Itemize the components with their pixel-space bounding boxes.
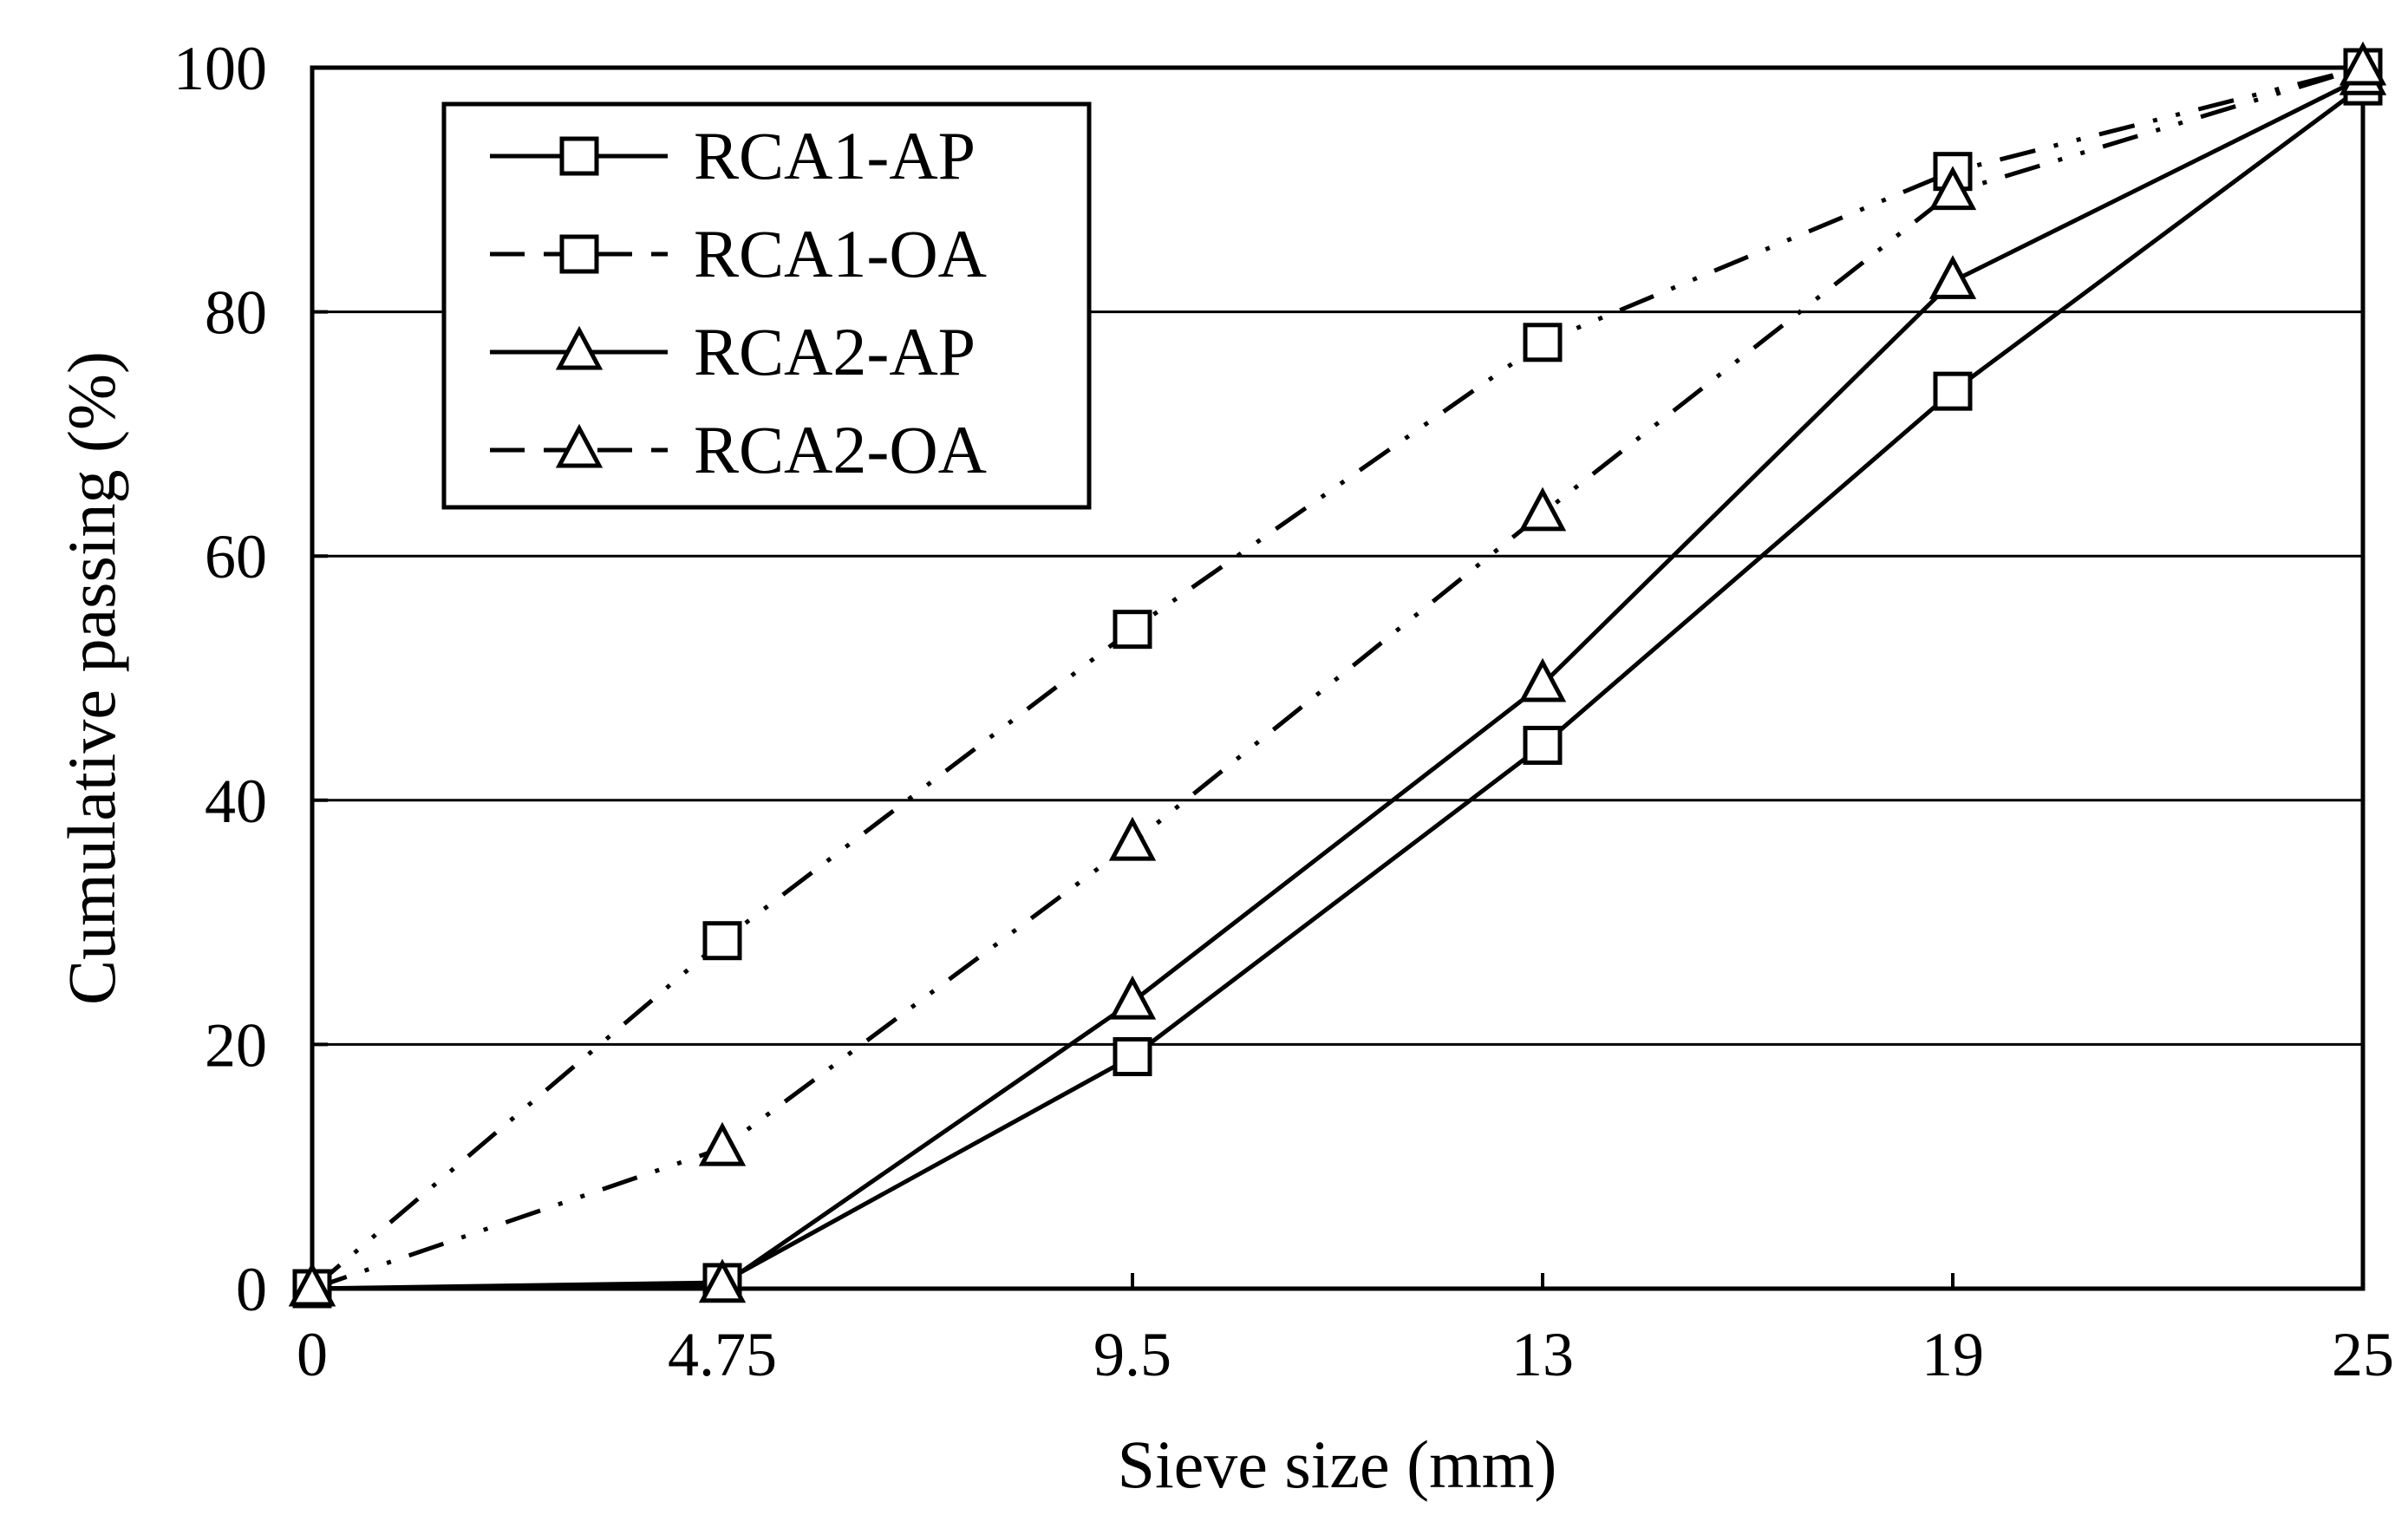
point-RCA2-OA-0	[288, 1262, 336, 1307]
series-line-RCA1-OA	[310, 65, 2364, 1290]
legend-label-RCA2-OA: RCA2-OA	[694, 412, 987, 487]
x-tick-label-4.75: 4.75	[668, 1320, 777, 1389]
y-tick-label-100: 100	[173, 34, 267, 103]
legend-marker-RCA1-OA	[559, 234, 599, 274]
x-tick-labels: 0 4.75 9.5 13 19 25	[297, 1320, 2394, 1389]
legend-label-RCA1-AP: RCA1-AP	[694, 118, 976, 193]
point-RCA1-OA-4.75	[702, 921, 742, 961]
point-RCA2-AP-19	[1928, 255, 1977, 299]
point-RCA2-AP-4.75	[698, 1258, 747, 1303]
series-line-RCA2-AP	[311, 75, 2365, 1291]
axis-ticks	[310, 66, 2365, 1290]
y-tick-label-80: 80	[205, 278, 267, 348]
legend-box	[441, 101, 1092, 510]
y-tick-label-20: 20	[205, 1010, 267, 1080]
legend-marker-RCA1-AP	[559, 136, 599, 176]
legend-label-RCA1-OA: RCA1-OA	[694, 216, 987, 291]
y-tick-label-40: 40	[205, 767, 267, 836]
plot-area	[310, 65, 2366, 1291]
point-RCA2-OA-9.5	[1108, 816, 1157, 861]
legend-marker-RCA2-OA	[555, 423, 604, 468]
legend-marker-RCA2-AP	[555, 325, 604, 370]
x-axis-title: Sieve size (mm)	[1118, 1427, 1557, 1502]
x-tick-label-13: 13	[1511, 1320, 1574, 1389]
series-line-RCA2-OA	[311, 65, 2364, 1291]
series-lines	[310, 65, 2365, 1291]
point-RCA2-OA-13	[1518, 486, 1567, 532]
point-RCA1-AP-9.5	[1113, 1036, 1152, 1076]
point-RCA2-OA-19	[1928, 166, 1977, 211]
y-tick-labels: 0 20 40 60 80 100	[173, 34, 267, 1324]
x-tick-label-19: 19	[1922, 1320, 1984, 1389]
point-RCA1-OA-13	[1523, 323, 1563, 362]
point-RCA2-OA-4.75	[698, 1121, 747, 1166]
legend-label-RCA2-AP: RCA2-AP	[694, 314, 976, 389]
y-axis-title: Cumulative passing (%)	[54, 351, 129, 1005]
point-RCA2-AP-13	[1518, 657, 1567, 702]
x-tick-label-25: 25	[2332, 1320, 2394, 1389]
legend: RCA1-AP RCA1-OA RCA2-AP RCA2-OA	[441, 101, 1092, 510]
data-markers	[288, 41, 2387, 1309]
point-RCA1-AP-13	[1523, 725, 1563, 765]
point-RCA2-OA-25	[2339, 41, 2387, 86]
point-RCA1-OA-9.5	[1113, 610, 1152, 650]
point-RCA2-AP-9.5	[1108, 975, 1157, 1020]
y-tick-label-0: 0	[236, 1255, 267, 1324]
y-tick-label-60: 60	[205, 522, 267, 591]
x-tick-label-0: 0	[297, 1320, 328, 1389]
point-RCA1-AP-19	[1933, 371, 1973, 411]
x-tick-label-9.5: 9.5	[1093, 1320, 1171, 1389]
